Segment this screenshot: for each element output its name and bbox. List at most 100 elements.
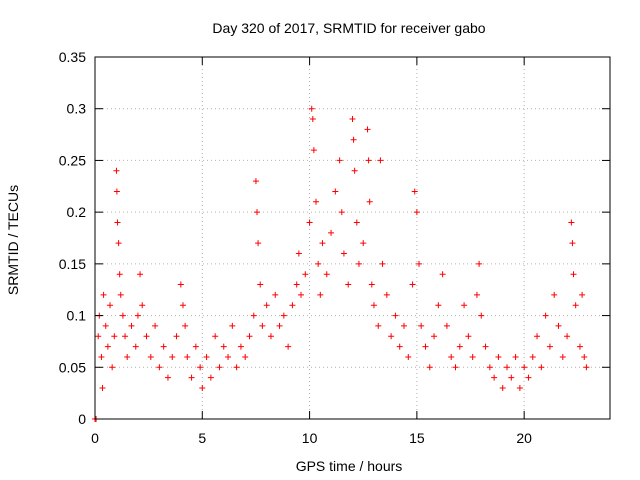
- data-point: [504, 364, 510, 371]
- y-tick-label: 0.15: [59, 256, 86, 272]
- data-point: [276, 322, 283, 329]
- data-point: [368, 281, 375, 288]
- data-point: [257, 281, 264, 288]
- data-point: [525, 374, 532, 381]
- data-point: [370, 302, 377, 309]
- data-point: [323, 271, 330, 278]
- data-point: [237, 343, 244, 350]
- y-tick-label: 0.35: [59, 49, 86, 65]
- data-point: [350, 136, 357, 143]
- y-axis-label: SRMTID / TECUs: [5, 185, 21, 295]
- data-point: [308, 105, 315, 112]
- data-point: [212, 333, 219, 340]
- data-point: [99, 384, 106, 391]
- data-point: [351, 167, 358, 174]
- data-point: [581, 353, 588, 360]
- data-point: [409, 281, 416, 288]
- data-point: [173, 333, 180, 340]
- data-point: [113, 188, 120, 195]
- data-point: [102, 322, 109, 329]
- data-point: [538, 364, 545, 371]
- y-tick-label: 0.3: [67, 101, 87, 117]
- data-point: [375, 322, 382, 329]
- data-point: [521, 364, 528, 371]
- x-tick-label: 15: [409, 430, 425, 446]
- data-point: [473, 291, 480, 298]
- data-point: [456, 343, 463, 350]
- data-point: [499, 384, 506, 391]
- data-point: [295, 250, 302, 257]
- data-point: [280, 312, 287, 319]
- data-point: [443, 322, 450, 329]
- data-point: [177, 281, 184, 288]
- data-point: [332, 188, 339, 195]
- data-point: [192, 343, 199, 350]
- data-point: [388, 333, 395, 340]
- data-point: [95, 333, 102, 340]
- axis-ticks: 0 0.05 0.1 0.15 0.2 0.25 0.3 0.35 0 5 10 15 20: [59, 49, 610, 446]
- data-point: [364, 126, 371, 133]
- data-point: [418, 322, 425, 329]
- data-point: [486, 364, 493, 371]
- data-point: [555, 322, 562, 329]
- data-point: [448, 353, 455, 360]
- data-point: [302, 271, 309, 278]
- data-point: [113, 167, 120, 174]
- data-point: [104, 343, 111, 350]
- data-point: [568, 219, 575, 226]
- x-tick-label: 10: [302, 430, 318, 446]
- data-point: [124, 353, 131, 360]
- y-tick-label: 0.05: [59, 359, 86, 375]
- data-point: [461, 302, 468, 309]
- data-point: [516, 384, 523, 391]
- data-point: [313, 198, 320, 205]
- data-point: [319, 240, 326, 247]
- data-point: [439, 271, 446, 278]
- data-point: [491, 374, 498, 381]
- data-point: [263, 302, 270, 309]
- plot-frame: [94, 56, 611, 420]
- data-point: [583, 364, 590, 371]
- data-point: [542, 312, 549, 319]
- data-point: [570, 271, 577, 278]
- data-point: [197, 364, 204, 371]
- data-point: [465, 333, 472, 340]
- data-point: [355, 260, 362, 267]
- data-point: [309, 116, 316, 123]
- x-tick-label: 5: [198, 430, 206, 446]
- data-point: [546, 343, 553, 350]
- data-point: [143, 333, 150, 340]
- data-point: [572, 302, 579, 309]
- data-point: [579, 291, 586, 298]
- data-point: [117, 291, 124, 298]
- data-point: [111, 333, 118, 340]
- data-point: [452, 364, 459, 371]
- data-point: [413, 209, 420, 216]
- x-tick-label: 20: [516, 430, 532, 446]
- data-points: [92, 105, 590, 422]
- data-point: [119, 312, 126, 319]
- data-point: [285, 343, 292, 350]
- data-point: [134, 312, 141, 319]
- data-point: [411, 188, 418, 195]
- data-point: [366, 198, 373, 205]
- data-point: [259, 322, 266, 329]
- data-point: [422, 343, 429, 350]
- data-point: [272, 291, 279, 298]
- data-point: [164, 374, 171, 381]
- data-point: [179, 302, 186, 309]
- data-point: [229, 322, 236, 329]
- data-point: [431, 333, 438, 340]
- data-point: [349, 116, 356, 123]
- data-point: [340, 250, 347, 257]
- y-tick-label: 0: [78, 411, 86, 427]
- data-point: [564, 333, 571, 340]
- data-point: [255, 240, 262, 247]
- data-point: [298, 291, 304, 298]
- x-axis-label: GPS time / hours: [296, 458, 403, 474]
- data-point: [478, 312, 485, 319]
- data-point: [116, 271, 123, 278]
- data-point: [199, 384, 206, 391]
- data-point: [534, 333, 541, 340]
